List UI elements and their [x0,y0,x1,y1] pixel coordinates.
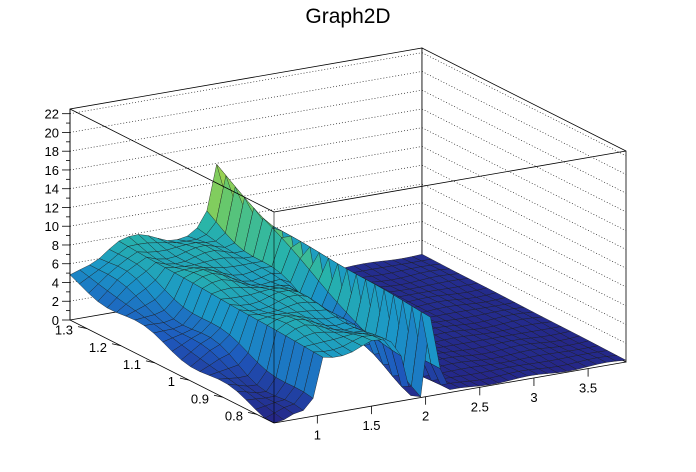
grid-line-z-back [69,221,423,283]
frame-edge [273,361,627,424]
surface-cell [606,355,627,362]
grid-line-z-right [421,183,627,288]
y-tick [247,412,258,415]
y-tick [213,394,224,398]
surface-mesh [69,163,627,424]
x-tick-label: 2 [422,409,429,424]
z-tick-label: 22 [45,107,59,122]
x-axis: 1 1.5 2 2.5 3 3.5 [314,368,597,442]
grid-line-z-back [69,146,423,208]
z-tick-label: 8 [52,238,59,253]
z-tick-label: 18 [45,144,59,159]
grid-line-z-back [69,239,423,302]
y-tick-label: 0.8 [225,408,243,423]
z-tick-label: 14 [45,182,59,197]
y-tick-label: 1.3 [55,323,73,338]
y-tick [145,360,156,364]
z-tick-label: 20 [45,125,59,140]
grid-line-z-right [421,89,627,194]
x-tick-label: 3 [530,390,537,405]
grid-line-z-back [69,127,423,190]
y-tick [179,377,190,381]
grid-line-z-right [421,221,627,325]
grid-line-z-right [421,164,627,269]
grid-line-z-right [421,239,627,344]
z-tick-label: 6 [52,257,59,272]
grid-line-z-back [69,202,423,265]
z-axis: 0 2 4 6 8 10 12 14 16 18 20 22 [45,107,70,328]
grid-line-z-right [421,146,627,250]
grid-lines [69,52,627,344]
z-tick-label: 16 [45,163,59,178]
grid-line-z-back [69,108,423,171]
y-tick-label: 0.9 [191,391,209,406]
grid-line-z-right [421,202,627,307]
x-tick-label: 3.5 [579,381,597,396]
grid-line-z-back [69,164,423,227]
frame-edge [273,150,627,213]
z-tick-label: 0 [52,313,59,328]
y-tick [111,343,122,347]
frame-edge [69,319,275,424]
x-tick-label: 2.5 [471,399,489,414]
y-tick-label: 1.1 [123,357,141,372]
y-tick-label: 1.2 [89,340,107,355]
x-tick-label: 1 [314,427,321,442]
grid-line-z-right [421,71,627,175]
plot-frame [69,108,627,424]
y-axis: 0.8 0.9 1 1.1 1.2 1.3 [55,323,258,423]
grid-line-z-right [421,127,627,231]
frame-edge [69,108,275,213]
y-tick-label: 1 [168,374,175,389]
z-tick-label: 10 [45,219,59,234]
grid-line-z-back [69,89,423,152]
chart-title: Graph2D [305,5,390,28]
grid-line-z-right [421,108,627,213]
grid-line-z-right [421,52,627,156]
z-tick-label: 2 [52,294,59,309]
grid-line-z-back [69,71,423,133]
x-tick-label: 1.5 [362,418,380,433]
z-tick-label: 12 [45,200,59,215]
z-tick-label: 4 [52,275,59,290]
y-tick [77,326,88,329]
grid-line-z-back [69,183,423,246]
grid-line-z-back [69,52,423,114]
